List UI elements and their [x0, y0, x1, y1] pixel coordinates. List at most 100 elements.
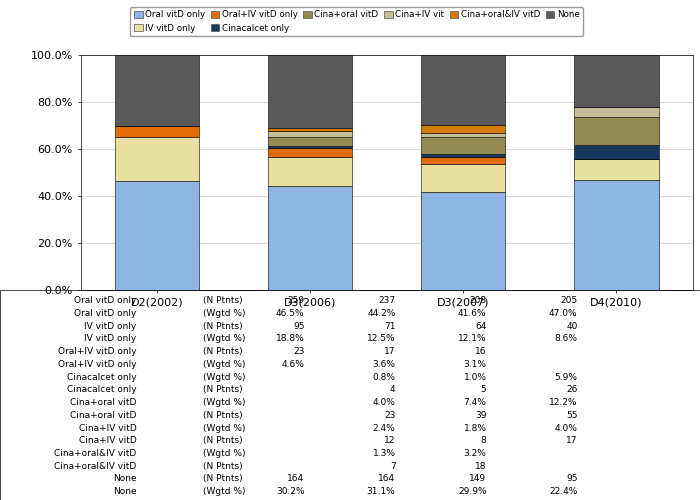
Bar: [268, 132, 352, 137]
Text: (Wgtd %): (Wgtd %): [203, 424, 246, 432]
Text: 23: 23: [384, 411, 395, 420]
Text: Oral+IV vitD only: Oral+IV vitD only: [58, 347, 136, 356]
Text: 164: 164: [379, 474, 396, 484]
Bar: [115, 55, 200, 126]
Text: Cina+IV vitD: Cina+IV vitD: [78, 424, 136, 432]
Bar: [421, 55, 505, 125]
Text: 71: 71: [384, 322, 395, 331]
Text: 149: 149: [470, 474, 486, 484]
Text: 237: 237: [379, 296, 396, 306]
Text: 4.6%: 4.6%: [281, 360, 304, 369]
Bar: [421, 164, 505, 192]
Text: 18.8%: 18.8%: [276, 334, 304, 344]
Bar: [115, 180, 200, 290]
Text: 2.4%: 2.4%: [372, 424, 396, 432]
Text: 95: 95: [293, 322, 304, 331]
Text: 4: 4: [390, 386, 395, 394]
Bar: [115, 126, 200, 136]
Text: 12.2%: 12.2%: [549, 398, 578, 407]
Text: 1.8%: 1.8%: [463, 424, 486, 432]
Bar: [421, 125, 505, 132]
Text: Oral vitD only: Oral vitD only: [74, 309, 136, 318]
Text: 5: 5: [481, 386, 486, 394]
Text: (Wgtd %): (Wgtd %): [203, 487, 246, 496]
Text: 1.3%: 1.3%: [372, 449, 396, 458]
Text: IV vitD only: IV vitD only: [84, 334, 136, 344]
Text: (Wgtd %): (Wgtd %): [203, 334, 246, 344]
Bar: [268, 157, 352, 186]
Bar: [268, 148, 352, 157]
Text: Cina+oral vitD: Cina+oral vitD: [70, 398, 136, 407]
Text: (N Ptnts): (N Ptnts): [203, 347, 243, 356]
Text: 4.0%: 4.0%: [554, 424, 577, 432]
Text: Cina+oral vitD: Cina+oral vitD: [70, 411, 136, 420]
Text: IV vitD only: IV vitD only: [84, 322, 136, 331]
Text: (N Ptnts): (N Ptnts): [203, 436, 243, 446]
Text: Cina+IV vitD: Cina+IV vitD: [78, 436, 136, 446]
Text: 18: 18: [475, 462, 486, 471]
Text: (Wgtd %): (Wgtd %): [203, 360, 246, 369]
Bar: [421, 154, 505, 156]
Text: (N Ptnts): (N Ptnts): [203, 474, 243, 484]
Bar: [574, 117, 659, 145]
Text: 22.4%: 22.4%: [549, 487, 578, 496]
Text: 205: 205: [561, 296, 578, 306]
Bar: [268, 186, 352, 290]
Bar: [268, 137, 352, 146]
Text: (N Ptnts): (N Ptnts): [203, 322, 243, 331]
Bar: [268, 55, 352, 128]
Text: (N Ptnts): (N Ptnts): [203, 411, 243, 420]
Text: 30.2%: 30.2%: [276, 487, 304, 496]
Text: 208: 208: [470, 296, 486, 306]
Text: 12.5%: 12.5%: [367, 334, 395, 344]
Legend: Oral vitD only, IV vitD only, Oral+IV vitD only, Cinacalcet only, Cina+oral vitD: Oral vitD only, IV vitD only, Oral+IV vi…: [130, 7, 583, 36]
Text: 44.2%: 44.2%: [367, 309, 395, 318]
Text: 5.9%: 5.9%: [554, 372, 577, 382]
Text: 31.1%: 31.1%: [367, 487, 395, 496]
Bar: [421, 132, 505, 137]
Text: Cinacalcet only: Cinacalcet only: [67, 386, 136, 394]
Bar: [421, 156, 505, 164]
Text: 41.6%: 41.6%: [458, 309, 486, 318]
Text: (N Ptnts): (N Ptnts): [203, 296, 243, 306]
Text: 12: 12: [384, 436, 395, 446]
Bar: [574, 180, 659, 290]
Bar: [574, 146, 659, 160]
Text: (Wgtd %): (Wgtd %): [203, 372, 246, 382]
Text: Oral vitD only: Oral vitD only: [74, 296, 136, 306]
Text: None: None: [113, 487, 136, 496]
Text: 17: 17: [566, 436, 578, 446]
Text: 259: 259: [288, 296, 304, 306]
Text: 7: 7: [390, 462, 395, 471]
Text: 164: 164: [288, 474, 304, 484]
Text: (Wgtd %): (Wgtd %): [203, 309, 246, 318]
Text: Cina+oral&IV vitD: Cina+oral&IV vitD: [55, 462, 136, 471]
Text: 40: 40: [566, 322, 578, 331]
Text: 3.6%: 3.6%: [372, 360, 396, 369]
Text: 8.6%: 8.6%: [554, 334, 577, 344]
Text: (Wgtd %): (Wgtd %): [203, 398, 246, 407]
Text: 8: 8: [481, 436, 486, 446]
Text: Cinacalcet only: Cinacalcet only: [67, 372, 136, 382]
Text: 3.1%: 3.1%: [463, 360, 486, 369]
Bar: [574, 160, 659, 180]
Text: 12.1%: 12.1%: [458, 334, 486, 344]
Text: 39: 39: [475, 411, 486, 420]
Bar: [268, 128, 352, 132]
Text: 64: 64: [475, 322, 486, 331]
Bar: [268, 146, 352, 148]
Bar: [115, 136, 200, 180]
Text: Cina+oral&IV vitD: Cina+oral&IV vitD: [55, 449, 136, 458]
Bar: [574, 108, 659, 117]
Text: (N Ptnts): (N Ptnts): [203, 386, 243, 394]
Text: (N Ptnts): (N Ptnts): [203, 462, 243, 471]
Text: 47.0%: 47.0%: [549, 309, 578, 318]
Text: 17: 17: [384, 347, 395, 356]
Text: 4.0%: 4.0%: [372, 398, 396, 407]
Text: 95: 95: [566, 474, 578, 484]
Bar: [574, 55, 659, 108]
Bar: [421, 137, 505, 154]
Text: 29.9%: 29.9%: [458, 487, 486, 496]
Text: Oral+IV vitD only: Oral+IV vitD only: [58, 360, 136, 369]
Text: 26: 26: [566, 386, 578, 394]
